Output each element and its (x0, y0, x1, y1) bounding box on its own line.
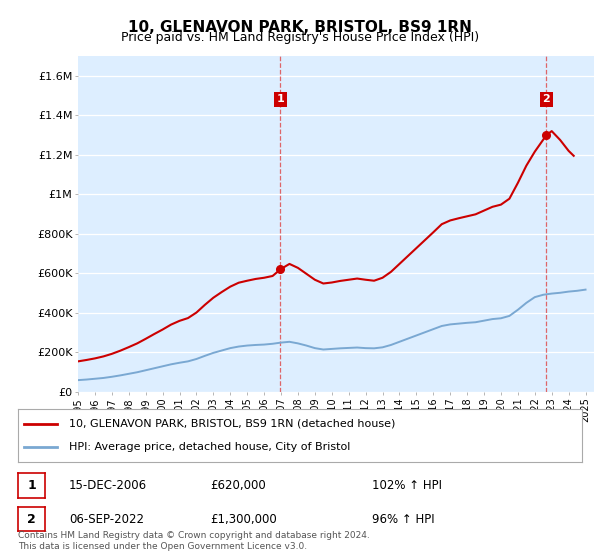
Text: £1,300,000: £1,300,000 (210, 512, 277, 526)
Text: 2: 2 (542, 95, 550, 105)
Text: 06-SEP-2022: 06-SEP-2022 (69, 512, 144, 526)
Text: 2: 2 (27, 512, 36, 526)
Text: Price paid vs. HM Land Registry's House Price Index (HPI): Price paid vs. HM Land Registry's House … (121, 31, 479, 44)
Text: 10, GLENAVON PARK, BRISTOL, BS9 1RN: 10, GLENAVON PARK, BRISTOL, BS9 1RN (128, 20, 472, 35)
Text: 15-DEC-2006: 15-DEC-2006 (69, 479, 147, 492)
Text: Contains HM Land Registry data © Crown copyright and database right 2024.: Contains HM Land Registry data © Crown c… (18, 531, 370, 540)
Text: 1: 1 (277, 95, 284, 105)
Text: £620,000: £620,000 (210, 479, 266, 492)
Text: This data is licensed under the Open Government Licence v3.0.: This data is licensed under the Open Gov… (18, 542, 307, 551)
Text: 1: 1 (27, 479, 36, 492)
Text: 10, GLENAVON PARK, BRISTOL, BS9 1RN (detached house): 10, GLENAVON PARK, BRISTOL, BS9 1RN (det… (69, 419, 395, 429)
Text: 102% ↑ HPI: 102% ↑ HPI (372, 479, 442, 492)
Text: HPI: Average price, detached house, City of Bristol: HPI: Average price, detached house, City… (69, 442, 350, 452)
Text: 96% ↑ HPI: 96% ↑ HPI (372, 512, 434, 526)
